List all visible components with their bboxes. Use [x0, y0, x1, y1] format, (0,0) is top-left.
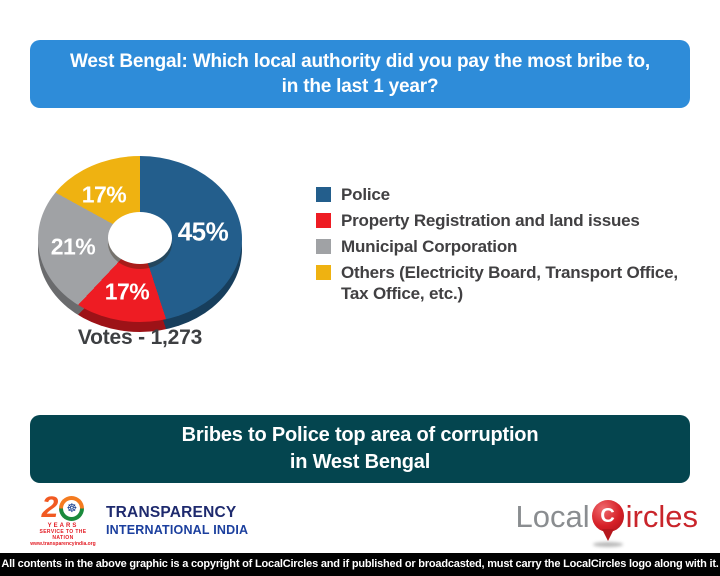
question-line2: in the last 1 year? [281, 76, 439, 97]
pin-circle: C [591, 500, 624, 532]
tii-name-line2: INTERNATIONAL INDIA [106, 523, 249, 537]
question-line1: West Bengal: Which local authority did y… [70, 51, 650, 72]
legend-item-others: Others (Electricity Board, Transport Off… [316, 262, 692, 304]
tii-flag-circle-icon: ☸ [59, 495, 85, 521]
legend-item-property: Property Registration and land issues [316, 210, 692, 231]
chart-legend: Police Property Registration and land is… [316, 184, 692, 309]
legend-swatch-municipal [316, 239, 331, 254]
tii-digit-2: 2 [41, 491, 59, 524]
conclusion-line2: in West Bengal [289, 451, 431, 473]
localcircles-text-local: Local [515, 499, 590, 534]
legend-label: Property Registration and land issues [341, 211, 640, 230]
conclusion-banner: Bribes to Police top area of corruption … [30, 415, 690, 483]
chakra-icon: ☸ [63, 499, 81, 517]
transparency-international-logo: 2 ☸ YEARS SERVICE TO THE NATION www.tran… [28, 491, 248, 548]
copyright-bar: All contents in the above graphic is a c… [0, 553, 720, 576]
legend-swatch-property [316, 213, 331, 228]
question-banner: West Bengal: Which local authority did y… [30, 40, 690, 108]
slice-label-police: 45% [177, 216, 229, 247]
pin-tail [601, 529, 614, 541]
donut-chart: 45% 17% 21% 17% [38, 156, 242, 340]
legend-label: Others (Electricity Board, Transport Off… [341, 263, 678, 303]
donut-hole [108, 212, 172, 264]
localcircles-pin-icon: C [591, 500, 625, 547]
tii-service-text: SERVICE TO THE NATION [39, 529, 87, 541]
tii-years-text: YEARS [47, 523, 79, 529]
tii-20-years-emblem: 2 ☸ YEARS SERVICE TO THE NATION www.tran… [28, 491, 98, 548]
slice-label-others: 17% [81, 181, 127, 208]
slice-label-municipal: 21% [50, 233, 96, 260]
legend-swatch-others [316, 265, 331, 280]
pin-shadow [592, 542, 623, 547]
legend-label: Police [341, 185, 390, 204]
legend-swatch-police [316, 187, 331, 202]
legend-label: Municipal Corporation [341, 237, 518, 256]
localcircles-logo: Local C ircles [515, 499, 698, 547]
tii-wordmark: TRANSPARENCY INTERNATIONAL INDIA [106, 504, 248, 537]
localcircles-text-ircles: ircles [625, 499, 698, 534]
tii-website-text: www.transparencyindia.org [30, 541, 96, 547]
slice-label-property: 17% [104, 278, 150, 305]
tii-name-line1: TRANSPARENCY [106, 504, 237, 521]
conclusion-line1: Bribes to Police top area of corruption [181, 424, 539, 446]
legend-item-municipal: Municipal Corporation [316, 236, 692, 257]
votes-count: Votes - 1,273 [77, 326, 203, 349]
legend-item-police: Police [316, 184, 692, 205]
